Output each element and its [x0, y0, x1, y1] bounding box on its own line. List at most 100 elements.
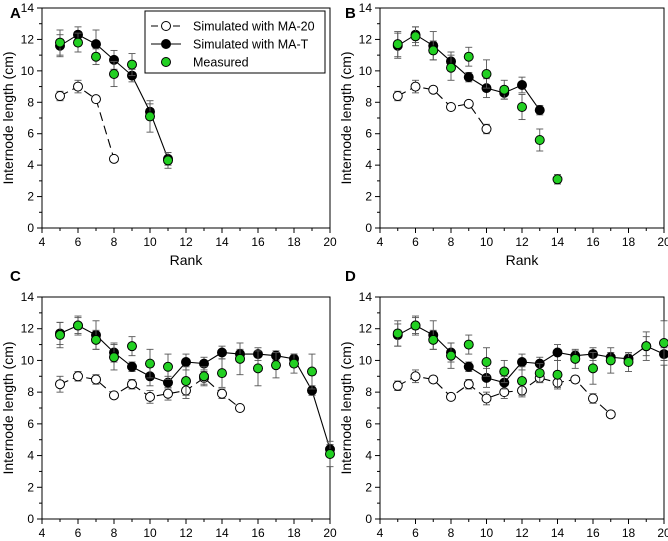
data-point [55, 91, 65, 101]
series-ma20-line [59, 85, 115, 160]
x-tick-label: 6 [412, 526, 419, 540]
data-point [55, 330, 65, 341]
x-tick-label: 8 [111, 526, 118, 540]
x-tick-label: 12 [179, 526, 193, 540]
data-point [641, 341, 652, 352]
y-tick-label: 10 [359, 64, 373, 78]
y-tick-label: 12 [21, 322, 35, 336]
x-tick-label: 10 [143, 526, 157, 540]
data-point [91, 94, 101, 105]
data-point [410, 371, 421, 382]
y-tick-label: 2 [27, 480, 34, 494]
series-measured [55, 29, 173, 169]
data-point [534, 135, 545, 145]
x-tick-label: 4 [39, 526, 46, 540]
series-measured [392, 315, 668, 396]
y-axis-label: Internode length (cm) [338, 341, 354, 474]
data-point [534, 368, 545, 379]
x-tick-label: 12 [179, 235, 193, 249]
data-point [463, 72, 474, 83]
x-tick-label: 8 [111, 235, 118, 249]
data-point [217, 347, 227, 358]
x-tick-label: 14 [215, 235, 229, 249]
series-ma20-line [397, 85, 487, 130]
panel-b: 4 6 8 10 12 14 16 18 20 0 2 4 6 8 10 12 14 Rank Internode … [338, 1, 668, 268]
data-point [517, 357, 527, 368]
x-tick-label: 14 [551, 526, 565, 540]
x-axis-label: Rank [506, 252, 540, 268]
data-point [428, 45, 439, 56]
series-ma20 [392, 369, 616, 420]
data-point [428, 84, 439, 95]
data-point [588, 363, 598, 374]
plot-frame [41, 296, 331, 520]
data-point [410, 81, 421, 92]
x-tick-label: 8 [448, 526, 455, 540]
y-tick-label: 12 [21, 32, 35, 46]
data-point [481, 124, 492, 134]
data-point [163, 361, 173, 372]
data-point [623, 357, 634, 368]
y-tick-label: 14 [21, 1, 35, 15]
y-tick-label: 8 [365, 95, 372, 109]
y-tick-label: 6 [365, 127, 372, 141]
x-tick-label: 20 [657, 526, 668, 540]
x-axis-label: Rank [170, 252, 204, 268]
y-axis-label: Internode length (cm) [338, 51, 354, 184]
data-point [463, 98, 474, 109]
x-tick-label: 18 [622, 526, 636, 540]
y-tick-label: 4 [27, 449, 34, 463]
plot-frame [379, 296, 665, 520]
data-point [570, 353, 581, 364]
data-point [392, 91, 403, 101]
x-tick-label: 4 [377, 526, 384, 540]
data-point [235, 353, 245, 364]
data-point [481, 69, 492, 79]
data-point [109, 390, 119, 401]
x-tick-label: 20 [323, 526, 337, 540]
data-point [552, 174, 563, 185]
data-point [605, 409, 616, 420]
y-tick-label: 8 [27, 385, 34, 399]
data-point [463, 339, 474, 350]
data-point [91, 39, 101, 50]
data-point [517, 376, 527, 387]
x-tick-label: 16 [586, 235, 600, 249]
y-tick-label: 10 [21, 64, 35, 78]
data-point [127, 341, 137, 352]
series-mat-line [397, 324, 665, 384]
data-point [499, 366, 510, 377]
legend: Simulated with MA-20 Simulated with MA-T M… [144, 10, 326, 74]
data-point [410, 320, 421, 331]
legend-entry: Simulated with MA-T [193, 38, 309, 52]
x-tick-label: 4 [39, 235, 46, 249]
panel-d: 46810121416182002468101214RankInternode … [338, 268, 668, 540]
data-point [481, 393, 492, 404]
y-tick-label: 14 [21, 290, 35, 304]
data-point [73, 320, 83, 331]
series-mat-line [59, 324, 331, 450]
data-point [109, 69, 119, 79]
data-point [127, 379, 137, 390]
data-point [235, 403, 245, 413]
data-point [463, 51, 474, 62]
data-point [534, 105, 545, 116]
legend-marker-measured [161, 57, 171, 67]
data-point [217, 388, 227, 399]
data-point [446, 350, 456, 361]
data-point [605, 355, 616, 366]
legend-marker-ma20 [161, 21, 171, 31]
data-point [199, 371, 209, 382]
y-tick-label: 2 [27, 190, 34, 204]
panel-a: 4 6 8 10 12 14 16 18 20 0 2 4 6 8 10 12 14 Rank Internode … [0, 1, 337, 268]
data-point [428, 374, 439, 385]
panel-label: D [345, 268, 356, 285]
x-tick-label: 18 [622, 235, 636, 249]
data-point [517, 102, 527, 112]
x-tick-label: 20 [657, 235, 668, 249]
data-point [271, 360, 281, 371]
y-tick-label: 6 [27, 417, 34, 431]
y-axis-label: Internode length (cm) [0, 51, 16, 184]
data-point [91, 51, 101, 62]
